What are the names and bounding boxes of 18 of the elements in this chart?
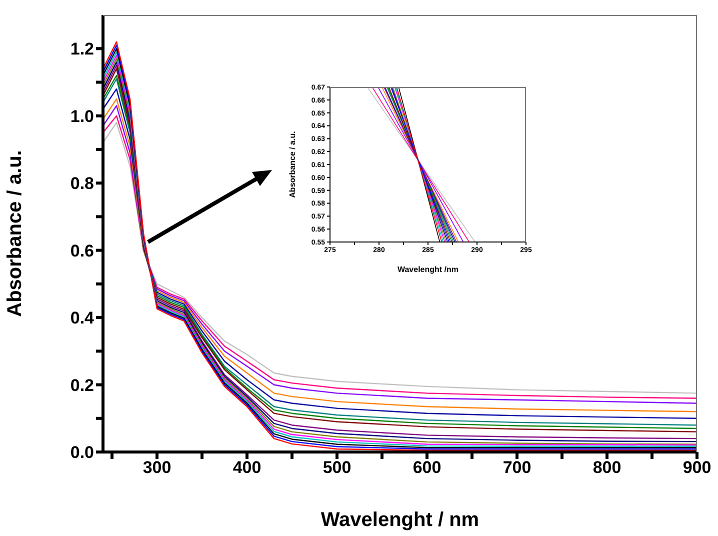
x-axis-title: Wavelenght / nm: [320, 509, 480, 531]
y-tick-label: 0.0: [70, 443, 94, 462]
x-tick-label: 600: [412, 458, 442, 478]
y-tick-label: 1.0: [70, 106, 94, 126]
y-tick-label: 0.8: [70, 174, 94, 194]
x-tick-label: 300: [142, 458, 172, 478]
x-tick-label: 500: [322, 458, 352, 478]
x-tick-label: 700: [502, 458, 532, 478]
y-tick-label: 0.4: [70, 308, 95, 328]
x-tick-label: 800: [592, 458, 622, 478]
x-axis-title: Wavelenght /nm: [397, 265, 459, 274]
y-tick-label: 0.6: [70, 241, 94, 260]
y-axis-title: Absorbance / a.u.: [4, 150, 26, 317]
x-tick-label: 900: [682, 458, 712, 478]
y-axis-title: Absorbance / a.u.: [288, 131, 297, 198]
x-tick-label: 400: [232, 458, 262, 478]
y-tick-label: 1.2: [70, 40, 94, 59]
y-tick-label: 0.2: [70, 376, 94, 395]
